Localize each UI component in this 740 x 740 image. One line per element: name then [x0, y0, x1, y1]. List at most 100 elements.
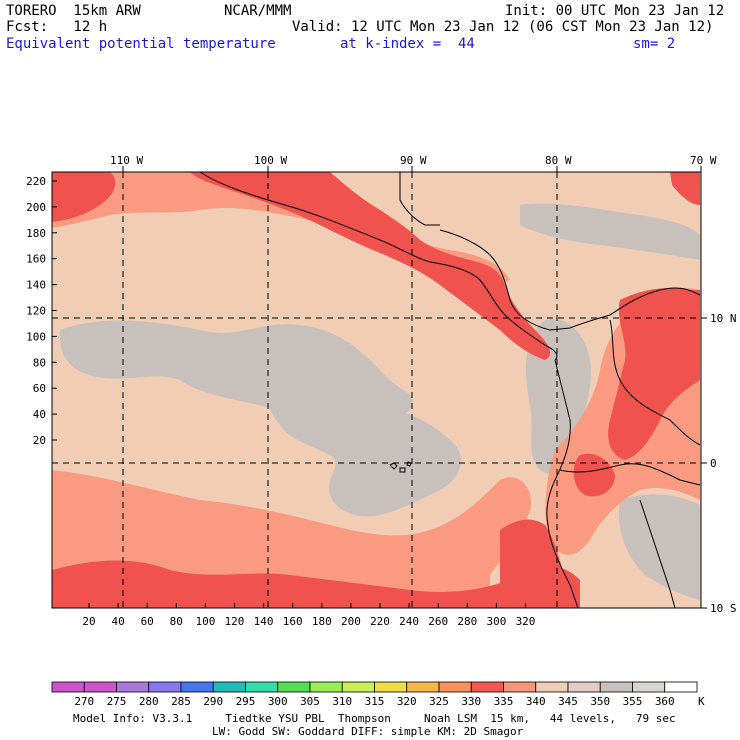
legend-swatch — [83, 681, 117, 693]
valid-time: Valid: 12 UTC Mon 23 Jan 12 (06 CST Mon … — [292, 19, 714, 35]
y-tick-label: 180 — [26, 227, 46, 240]
x-tick-label: 60 — [141, 615, 154, 628]
x-tick-label: 20 — [82, 615, 95, 628]
y-tick-label: 120 — [26, 305, 46, 318]
high-region-northeast — [670, 172, 700, 205]
left-axis-ticks — [52, 180, 57, 441]
y-tick-label: 60 — [33, 382, 46, 395]
coastlines — [199, 171, 701, 609]
x-tick-label: 140 — [254, 615, 274, 628]
legend-value: 305 — [300, 695, 320, 708]
legend-value: 270 — [74, 695, 94, 708]
x-tick-label: 200 — [341, 615, 361, 628]
legend-value: 315 — [365, 695, 385, 708]
legend-value: 285 — [171, 695, 191, 708]
high-region-northwest — [52, 172, 116, 222]
lon-label-80w: 80 W — [545, 154, 572, 167]
border-peru-brazil — [639, 499, 676, 609]
legend-swatch — [567, 681, 601, 693]
legend-swatch — [438, 681, 472, 693]
legend-swatch — [664, 681, 698, 693]
legend-unit: K — [698, 695, 705, 708]
bottom-axis-ticks — [88, 603, 526, 608]
legend-labels: 270 275 280 285 290 295 300 305 310 315 320 325 330 3… — [74, 695, 674, 708]
high-region-southwest — [52, 560, 580, 608]
y-tick-label: 220 — [26, 175, 46, 188]
coast-central-america — [199, 171, 558, 361]
y-tick-label: 40 — [33, 408, 46, 421]
model-title: TORERO 15km ARW — [6, 3, 141, 19]
lon-tick-marks — [122, 166, 702, 172]
map-field — [52, 172, 701, 608]
legend-value: 325 — [429, 695, 449, 708]
legend-swatch — [116, 681, 150, 693]
coast-south-america-west — [546, 359, 579, 609]
legend-value: 310 — [332, 695, 352, 708]
legend-swatch — [599, 681, 633, 693]
legend-value: 290 — [203, 695, 223, 708]
border-ecuador-peru — [559, 463, 701, 486]
legend-colorbar — [51, 681, 698, 693]
legend-swatch — [148, 681, 182, 693]
grey-region-north — [520, 203, 700, 260]
plot-frame — [51, 171, 702, 609]
legend-value: 360 — [655, 695, 675, 708]
model-info-line2: LW: Godd SW: Goddard DIFF: simple KM: 2D… — [212, 725, 524, 738]
center-title: NCAR/MMM — [224, 3, 292, 19]
legend-swatch — [535, 681, 569, 693]
x-tick-label: 320 — [516, 615, 536, 628]
legend-value: 280 — [139, 695, 159, 708]
high-region-colombia — [608, 288, 700, 460]
legend-value: 300 — [268, 695, 288, 708]
smoothing-label: sm= 2 — [633, 36, 676, 52]
y-tick-label: 200 — [26, 201, 46, 214]
legend-value: 295 — [236, 695, 256, 708]
legend-value: 350 — [590, 695, 610, 708]
legend-swatch — [180, 681, 214, 693]
lat-tick-marks — [701, 317, 707, 609]
legend-swatch — [470, 681, 504, 693]
legend-swatch — [374, 681, 408, 693]
legend-value: 355 — [623, 695, 643, 708]
x-tick-label: 180 — [312, 615, 332, 628]
lat-label-0: 0 — [710, 457, 717, 470]
legend-value: 345 — [558, 695, 578, 708]
high-region-peru — [500, 519, 575, 608]
legend-swatch — [632, 681, 666, 693]
x-tick-label: 40 — [111, 615, 124, 628]
y-tick-label: 160 — [26, 253, 46, 266]
y-tick-label: 100 — [26, 330, 46, 343]
y-tick-label: 80 — [33, 356, 46, 369]
x-tick-label: 300 — [486, 615, 506, 628]
lon-label-70w: 70 W — [690, 154, 717, 167]
legend-swatch — [503, 681, 537, 693]
coast-south-america-north — [569, 287, 701, 329]
axis-labels: 110 W 100 W 90 W 80 W 70 W 10 N 0 10 S 2… — [26, 154, 736, 628]
coast-yucatan — [399, 172, 440, 226]
high-region-mexico — [190, 172, 551, 360]
y-tick-label: 20 — [33, 434, 46, 447]
legend-swatch — [309, 681, 343, 693]
legend-swatch — [245, 681, 279, 693]
field-name: Equivalent potential temperature — [6, 36, 276, 52]
level-label: at k-index = 44 — [340, 36, 475, 52]
x-tick-label: 100 — [195, 615, 215, 628]
legend-swatch — [341, 681, 375, 693]
y-tick-label: 140 — [26, 279, 46, 292]
init-time: Init: 00 UTC Mon 23 Jan 12 — [505, 3, 725, 19]
legend-value: 275 — [107, 695, 127, 708]
coast-caribbean — [439, 229, 571, 331]
x-tick-label: 120 — [225, 615, 245, 628]
border-colombia-venezuela — [609, 319, 701, 446]
x-tick-label: 160 — [283, 615, 303, 628]
lon-label-100w: 100 W — [254, 154, 287, 167]
lon-label-90w: 90 W — [400, 154, 427, 167]
forecast-hour: Fcst: 12 h — [6, 19, 108, 35]
x-tick-label: 240 — [399, 615, 419, 628]
grey-region-south — [619, 494, 700, 600]
legend-swatch — [51, 681, 85, 693]
legend-value: 335 — [494, 695, 514, 708]
legend-swatch — [406, 681, 440, 693]
legend-value: 320 — [397, 695, 417, 708]
